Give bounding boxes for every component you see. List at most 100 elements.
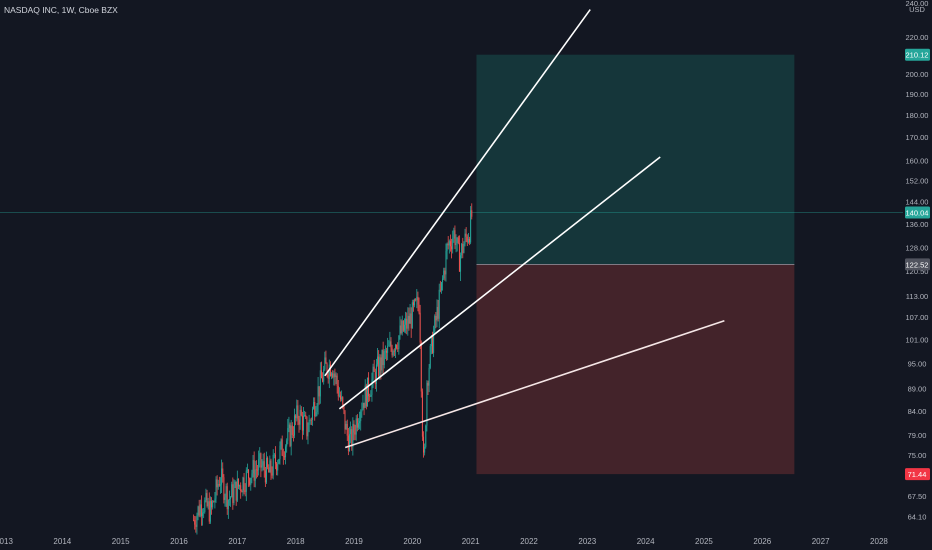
y-tick-label: 220.00 bbox=[906, 33, 929, 42]
profit-zone[interactable] bbox=[476, 54, 795, 265]
trend-line[interactable] bbox=[324, 9, 591, 377]
x-tick-label: 2026 bbox=[753, 537, 771, 546]
candle-body bbox=[232, 484, 234, 503]
candle-body bbox=[214, 498, 216, 503]
candle-body bbox=[364, 385, 366, 408]
x-tick-label: 2017 bbox=[228, 537, 246, 546]
candle-body bbox=[372, 366, 374, 380]
candle-body bbox=[361, 409, 363, 412]
candle-body bbox=[228, 499, 230, 501]
candle-body bbox=[255, 469, 257, 471]
candle-body bbox=[449, 241, 451, 247]
candle-body bbox=[237, 478, 239, 487]
candle-body bbox=[359, 421, 361, 424]
candle-body bbox=[456, 237, 458, 244]
candle-body bbox=[198, 506, 200, 516]
y-tick-label: 152.00 bbox=[906, 177, 929, 186]
candle-body bbox=[433, 331, 435, 353]
candle-body bbox=[458, 242, 460, 272]
candle-body bbox=[323, 369, 325, 382]
candle-body bbox=[258, 459, 260, 471]
candle-body bbox=[429, 346, 431, 368]
candle-body bbox=[281, 439, 283, 456]
candle-body bbox=[352, 423, 354, 448]
candle-body bbox=[306, 416, 308, 437]
candle-body bbox=[218, 484, 220, 486]
loss-zone[interactable] bbox=[476, 264, 795, 475]
candle-body bbox=[267, 457, 269, 468]
candle-body bbox=[393, 350, 395, 352]
candle-body bbox=[296, 405, 298, 419]
candle-body bbox=[209, 500, 211, 522]
candle-body bbox=[200, 504, 202, 517]
candle-body bbox=[276, 463, 278, 471]
candle-body bbox=[407, 315, 409, 329]
candle-body bbox=[211, 500, 213, 508]
candle-body bbox=[383, 351, 385, 365]
candle-body bbox=[365, 385, 367, 407]
candle-body bbox=[417, 296, 419, 305]
candle-body bbox=[387, 345, 389, 353]
candle-body bbox=[224, 497, 226, 500]
y-tick-label: 128.00 bbox=[906, 243, 929, 252]
candle-body bbox=[453, 230, 455, 239]
candle-body bbox=[270, 460, 272, 474]
candle-body bbox=[241, 490, 243, 493]
candle-body bbox=[285, 446, 287, 458]
candle-body bbox=[389, 341, 391, 346]
candle-body bbox=[457, 237, 459, 243]
candle-body bbox=[379, 357, 381, 377]
candle-body bbox=[327, 374, 329, 379]
price-badge-label: 71.44 bbox=[908, 470, 927, 479]
candle-body bbox=[374, 371, 376, 385]
trend-line[interactable] bbox=[338, 156, 661, 410]
candle-body bbox=[355, 418, 357, 435]
candle-body bbox=[324, 357, 326, 370]
candle-body bbox=[411, 302, 413, 329]
candle-body bbox=[341, 397, 343, 400]
candle-body bbox=[295, 415, 297, 419]
price-axis-panel[interactable] bbox=[904, 0, 932, 550]
candle-body bbox=[217, 484, 219, 488]
candle-body bbox=[225, 486, 227, 498]
candle-body bbox=[271, 473, 273, 476]
y-tick-label: 120.50 bbox=[906, 267, 929, 276]
trend-lines[interactable] bbox=[324, 9, 725, 449]
candle-body bbox=[304, 415, 306, 416]
candle-body bbox=[283, 456, 285, 458]
y-tick-label: 101.00 bbox=[906, 335, 929, 344]
candle-body bbox=[277, 463, 279, 471]
candle-body bbox=[397, 347, 399, 349]
candle-body bbox=[380, 357, 382, 371]
candle-body bbox=[369, 396, 371, 397]
candle-body bbox=[242, 477, 244, 493]
candle-body bbox=[399, 325, 401, 336]
candle-body bbox=[248, 469, 250, 479]
candle-body bbox=[319, 370, 321, 397]
candle-body bbox=[219, 484, 221, 486]
trend-line[interactable] bbox=[344, 319, 725, 449]
candle-body bbox=[221, 468, 223, 485]
candle-body bbox=[315, 412, 317, 417]
candle-body bbox=[260, 453, 262, 468]
position-tool-zones[interactable] bbox=[476, 54, 795, 475]
candle-body bbox=[442, 278, 444, 283]
candle-body bbox=[311, 408, 313, 420]
candle-body bbox=[335, 375, 337, 377]
candle-body bbox=[373, 366, 375, 372]
candle-body bbox=[297, 405, 299, 420]
candle-body bbox=[250, 477, 252, 485]
y-tick-label: 144.00 bbox=[906, 198, 929, 207]
candle-body bbox=[414, 299, 416, 306]
candle-body bbox=[439, 289, 441, 291]
candle-body bbox=[346, 423, 348, 436]
candle-body bbox=[303, 415, 305, 431]
x-tick-label: 2013 bbox=[0, 537, 13, 546]
candle-body bbox=[282, 455, 284, 457]
y-tick-label: 84.00 bbox=[908, 407, 927, 416]
candle-body bbox=[245, 470, 247, 492]
candle-body bbox=[345, 423, 347, 430]
candle-body bbox=[294, 415, 296, 436]
candle-body bbox=[436, 306, 438, 321]
